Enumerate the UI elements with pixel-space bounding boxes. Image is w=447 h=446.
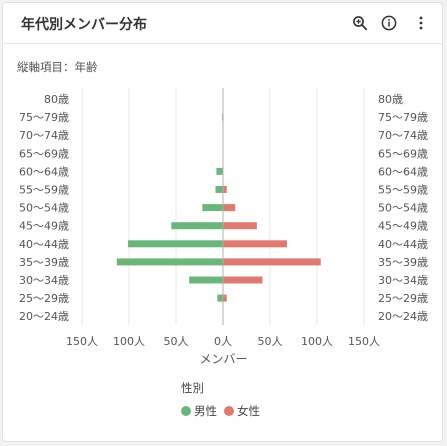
y-tick-label-right: 75〜79歳 [378, 111, 428, 124]
x-tick-label: 100人 [113, 335, 145, 348]
legend-swatch-female [224, 406, 234, 416]
y-tick-label-left: 65〜69歳 [19, 147, 69, 160]
x-tick-label: 100人 [301, 335, 333, 348]
bar-male [116, 258, 223, 266]
bar-female [223, 222, 257, 230]
info-icon[interactable] [380, 14, 398, 32]
y-tick-label-left: 20〜24歳 [19, 310, 69, 323]
bar-female [223, 276, 263, 284]
card-header: 年代別メンバー分布 [3, 3, 442, 44]
legend-item-male[interactable]: 男性 [181, 403, 217, 419]
y-tick-label-left: 80歳 [44, 93, 69, 106]
y-tick-label-left: 40〜44歳 [19, 238, 69, 251]
y-tick-label-right: 20〜24歳 [378, 310, 428, 323]
axis-subtitle: 縦軸項目：年齢 [17, 60, 98, 74]
legend-item-female[interactable]: 女性 [224, 403, 260, 419]
legend-label-female: 女性 [237, 404, 260, 418]
bar-male [215, 186, 223, 193]
bar-male [171, 222, 223, 230]
bar-female [223, 294, 227, 302]
bar-male [216, 167, 223, 175]
bar-male [202, 204, 223, 212]
y-tick-label-right: 80歳 [378, 93, 403, 106]
x-axis-label: メンバー [199, 352, 248, 366]
bar-female [223, 204, 236, 212]
y-tick-label-left: 25〜29歳 [19, 292, 69, 305]
y-tick-label-left: 70〜74歳 [19, 129, 69, 142]
zoom-in-icon[interactable] [351, 14, 369, 32]
bar-female [223, 258, 321, 266]
pyramid-chart: 80歳 80歳 75〜79歳 75〜79歳 70〜74歳 70〜74歳 65〜69歳 65〜6… [19, 88, 428, 348]
more-vertical-icon[interactable] [412, 14, 430, 32]
x-tick-label: 50人 [164, 335, 189, 348]
bar-female [223, 240, 287, 248]
x-tick-label: 50人 [258, 335, 283, 348]
y-tick-label-right: 45〜49歳 [378, 220, 428, 233]
y-tick-label-left: 30〜34歳 [19, 274, 69, 287]
legend-label-male: 男性 [194, 404, 217, 418]
legend-title: 性別 [181, 381, 204, 395]
bar-male [217, 294, 223, 302]
y-tick-label-right: 35〜39歳 [378, 256, 428, 269]
y-tick-label-left: 60〜64歳 [19, 165, 69, 178]
chart-card: 年代別メンバー分布 縦軸項目：年齢 80歳 80歳 75〜7 [2, 2, 443, 442]
bar-male [128, 240, 223, 248]
legend: 男性 女性 [181, 403, 267, 419]
y-tick-label-right: 30〜34歳 [378, 274, 428, 287]
y-tick-label-right: 55〜59歳 [378, 184, 428, 197]
y-tick-label-left: 45〜49歳 [19, 220, 69, 233]
y-tick-label-right: 25〜29歳 [378, 292, 428, 305]
card-title: 年代別メンバー分布 [21, 17, 147, 33]
y-tick-label-right: 40〜44歳 [378, 238, 428, 251]
y-tick-label-left: 35〜39歳 [19, 256, 69, 269]
y-tick-label-left: 55〜59歳 [19, 184, 69, 197]
y-tick-label-left: 75〜79歳 [19, 111, 69, 124]
y-tick-label-right: 70〜74歳 [378, 129, 428, 142]
y-tick-label-left: 50〜54歳 [19, 202, 69, 215]
bar-male [189, 276, 223, 284]
y-tick-label-right: 50〜54歳 [378, 202, 428, 215]
y-tick-label-right: 65〜69歳 [378, 147, 428, 160]
x-tick-label: 0人 [214, 335, 232, 348]
legend-swatch-male [181, 406, 191, 416]
x-tick-label: 150人 [66, 335, 98, 348]
y-tick-label-right: 60〜64歳 [378, 165, 428, 178]
x-tick-label: 150人 [348, 335, 380, 348]
bar-female [223, 186, 227, 193]
